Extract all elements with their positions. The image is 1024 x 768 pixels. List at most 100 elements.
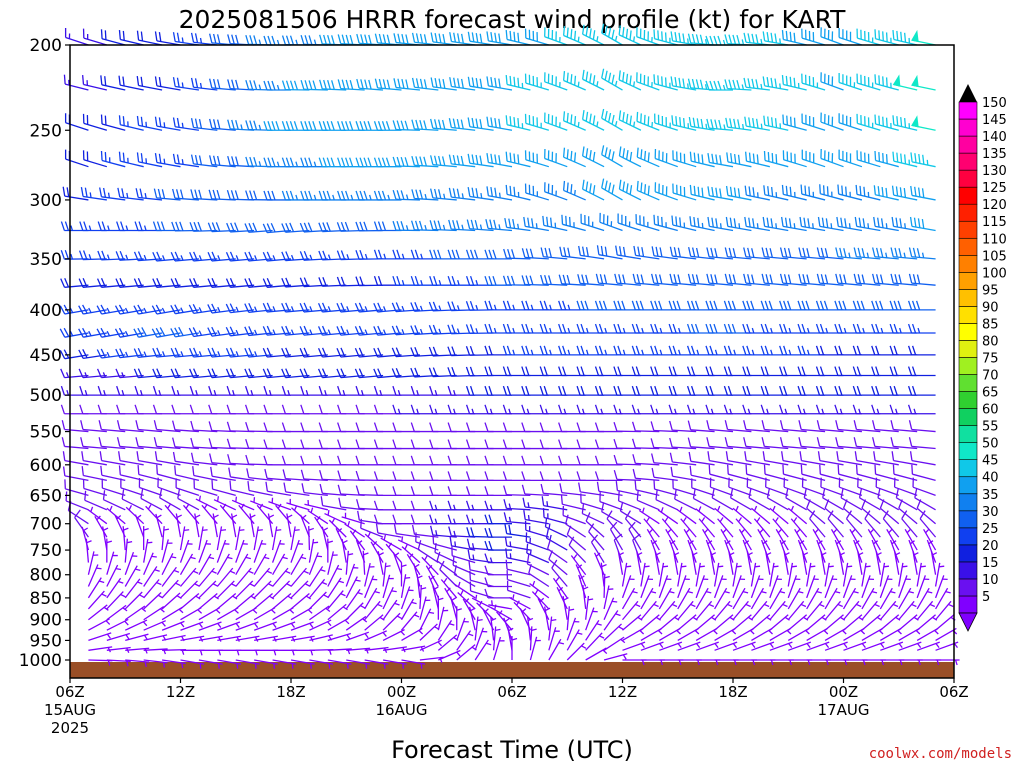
barb-half [549, 534, 552, 541]
barb-full [321, 347, 327, 357]
barb-full [834, 323, 839, 334]
barb-full [66, 187, 70, 197]
barb-shaft [628, 528, 642, 551]
barb-full [349, 157, 354, 167]
barb-full [207, 348, 213, 358]
wind-barb [133, 277, 163, 288]
wind-barb [687, 437, 715, 450]
wind-barb [354, 302, 384, 313]
barb-full [672, 323, 677, 334]
barb-full [711, 217, 714, 228]
wind-barb [835, 420, 862, 433]
barb-half [802, 552, 809, 556]
barb-full [490, 153, 493, 164]
wind-barb [425, 564, 439, 587]
wind-barb [687, 78, 715, 91]
wind-barb [502, 471, 531, 482]
barb-full [246, 468, 250, 478]
wind-barb [580, 493, 605, 511]
barb-shaft [654, 488, 678, 497]
barb-half [633, 36, 636, 42]
barb-half [154, 569, 160, 572]
barb-half [310, 507, 314, 513]
wind-barb [781, 184, 807, 201]
barb-full [469, 345, 475, 356]
barb-full [878, 115, 881, 126]
barb-full [674, 489, 677, 500]
barb-full [299, 222, 305, 233]
barb-full [97, 250, 102, 261]
barb-full [565, 215, 567, 226]
wind-barb [689, 184, 715, 201]
barb-full [414, 301, 419, 312]
barb-full [174, 368, 180, 378]
barb-full [174, 327, 180, 337]
wind-barb [890, 420, 918, 433]
barb-full [382, 34, 387, 44]
wind-barb [799, 451, 826, 466]
wind-barb [317, 368, 347, 379]
barb-full [529, 275, 534, 285]
wind-barb [78, 327, 107, 338]
wind-barb [281, 439, 310, 450]
barb-half [705, 123, 708, 130]
barb-full [190, 452, 195, 463]
wind-barb [81, 74, 107, 91]
barb-full [140, 488, 144, 499]
barb-full [377, 221, 383, 231]
barb-full [484, 540, 489, 551]
barb-full [345, 190, 350, 201]
wind-barb [875, 550, 882, 575]
barb-half [416, 408, 419, 414]
barb-full [729, 217, 733, 228]
barb-full [248, 222, 254, 233]
barb-full [327, 80, 331, 90]
barb-full [319, 34, 323, 45]
barb-full [707, 153, 711, 163]
barb-full [899, 218, 903, 228]
barb-full [451, 275, 456, 286]
wind-barb [744, 116, 770, 131]
barb-shaft [653, 476, 678, 482]
wind-barb [672, 550, 680, 575]
barb-full [747, 274, 751, 284]
wind-barb [362, 550, 369, 575]
wind-barb [908, 273, 936, 286]
barb-full [136, 30, 140, 41]
barb-full [448, 219, 452, 230]
barb-shaft [101, 84, 126, 91]
barb-full [625, 150, 629, 160]
wind-barb [738, 528, 752, 551]
barb-full [664, 32, 667, 42]
barb-half [198, 351, 202, 357]
barb-full [60, 221, 66, 231]
barb-full [676, 300, 681, 311]
barb-full [414, 367, 419, 377]
barb-full [882, 153, 884, 163]
barb-full [114, 328, 121, 338]
wind-barb [307, 507, 329, 525]
barb-full [819, 345, 825, 356]
wind-barb [207, 222, 236, 233]
wind-barb [300, 469, 328, 482]
barb-full [263, 385, 268, 396]
barb-full [841, 185, 844, 196]
barb-half [633, 81, 636, 87]
wind-barb [327, 538, 334, 563]
barb-full [761, 273, 765, 284]
wind-barb [873, 185, 899, 201]
barb-full [840, 488, 844, 498]
barb-half [347, 520, 351, 527]
wind-barb [528, 563, 550, 588]
wind-barb [619, 501, 642, 525]
barb-full [397, 33, 401, 44]
barb-full [393, 33, 397, 43]
barb-full [613, 438, 618, 449]
wind-barb [892, 151, 918, 168]
barb-shaft [119, 459, 144, 466]
wind-barb [901, 510, 918, 538]
barb-full [154, 31, 158, 41]
barb-shaft [377, 532, 402, 538]
barb-full [706, 247, 710, 257]
